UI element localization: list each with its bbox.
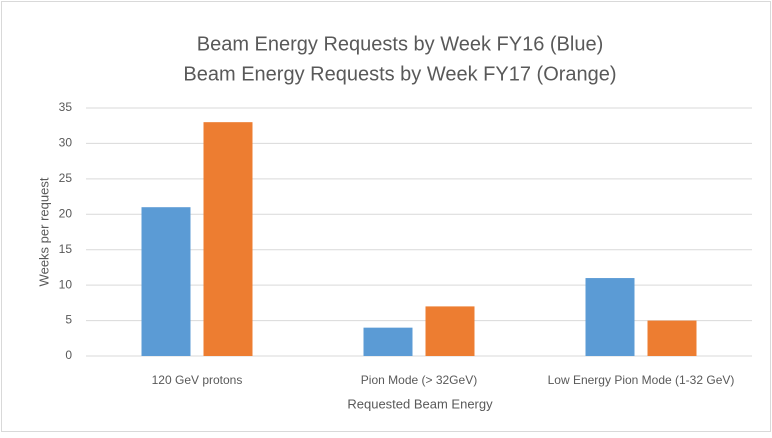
x-tick-label: 120 GeV protons: [152, 373, 243, 387]
chart-title: Beam Energy Requests by Week FY16 (Blue): [197, 33, 603, 55]
y-tick-label: 0: [65, 348, 72, 362]
y-tick-label: 35: [59, 100, 73, 114]
y-tick-label: 15: [59, 242, 73, 256]
bar: [585, 278, 635, 356]
y-axis-title: Weeks per request: [36, 177, 51, 286]
chart-title: Beam Energy Requests by Week FY17 (Orang…: [183, 63, 616, 85]
x-tick-label: Pion Mode (> 32GeV): [361, 373, 477, 387]
y-tick-label: 20: [59, 206, 73, 220]
y-tick-label: 25: [59, 171, 73, 185]
bar: [363, 327, 413, 356]
y-tick-label: 5: [65, 313, 72, 327]
y-tick-label: 30: [59, 136, 73, 150]
bar: [141, 207, 191, 356]
bar: [203, 122, 253, 357]
bar: [425, 306, 475, 356]
bar: [647, 320, 697, 356]
y-tick-label: 10: [59, 277, 73, 291]
x-tick-label: Low Energy Pion Mode (1-32 GeV): [548, 373, 735, 387]
x-axis-title: Requested Beam Energy: [347, 396, 493, 411]
